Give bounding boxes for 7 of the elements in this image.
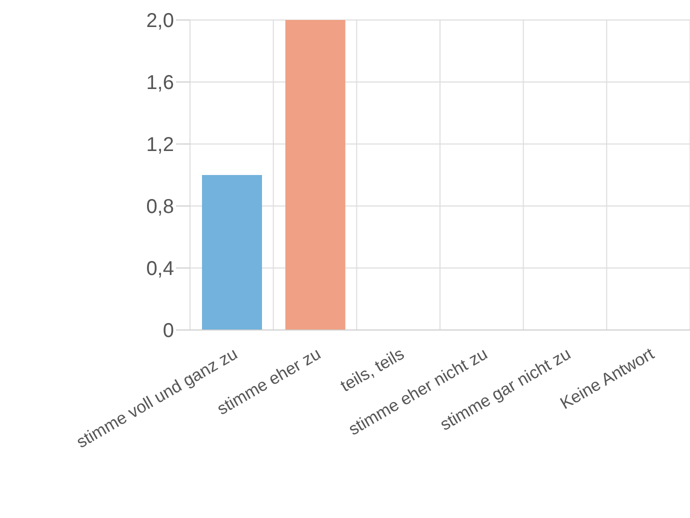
y-tick-label: 0 xyxy=(162,320,174,342)
y-tick-label: 1,2 xyxy=(146,134,174,156)
y-tick-label: 1,6 xyxy=(146,72,174,94)
y-tick-label: 0,8 xyxy=(146,196,174,218)
y-tick-label: 0,4 xyxy=(146,258,174,280)
y-tick-label: 2,0 xyxy=(146,10,174,32)
x-tick-label: teils, teils xyxy=(337,344,408,396)
